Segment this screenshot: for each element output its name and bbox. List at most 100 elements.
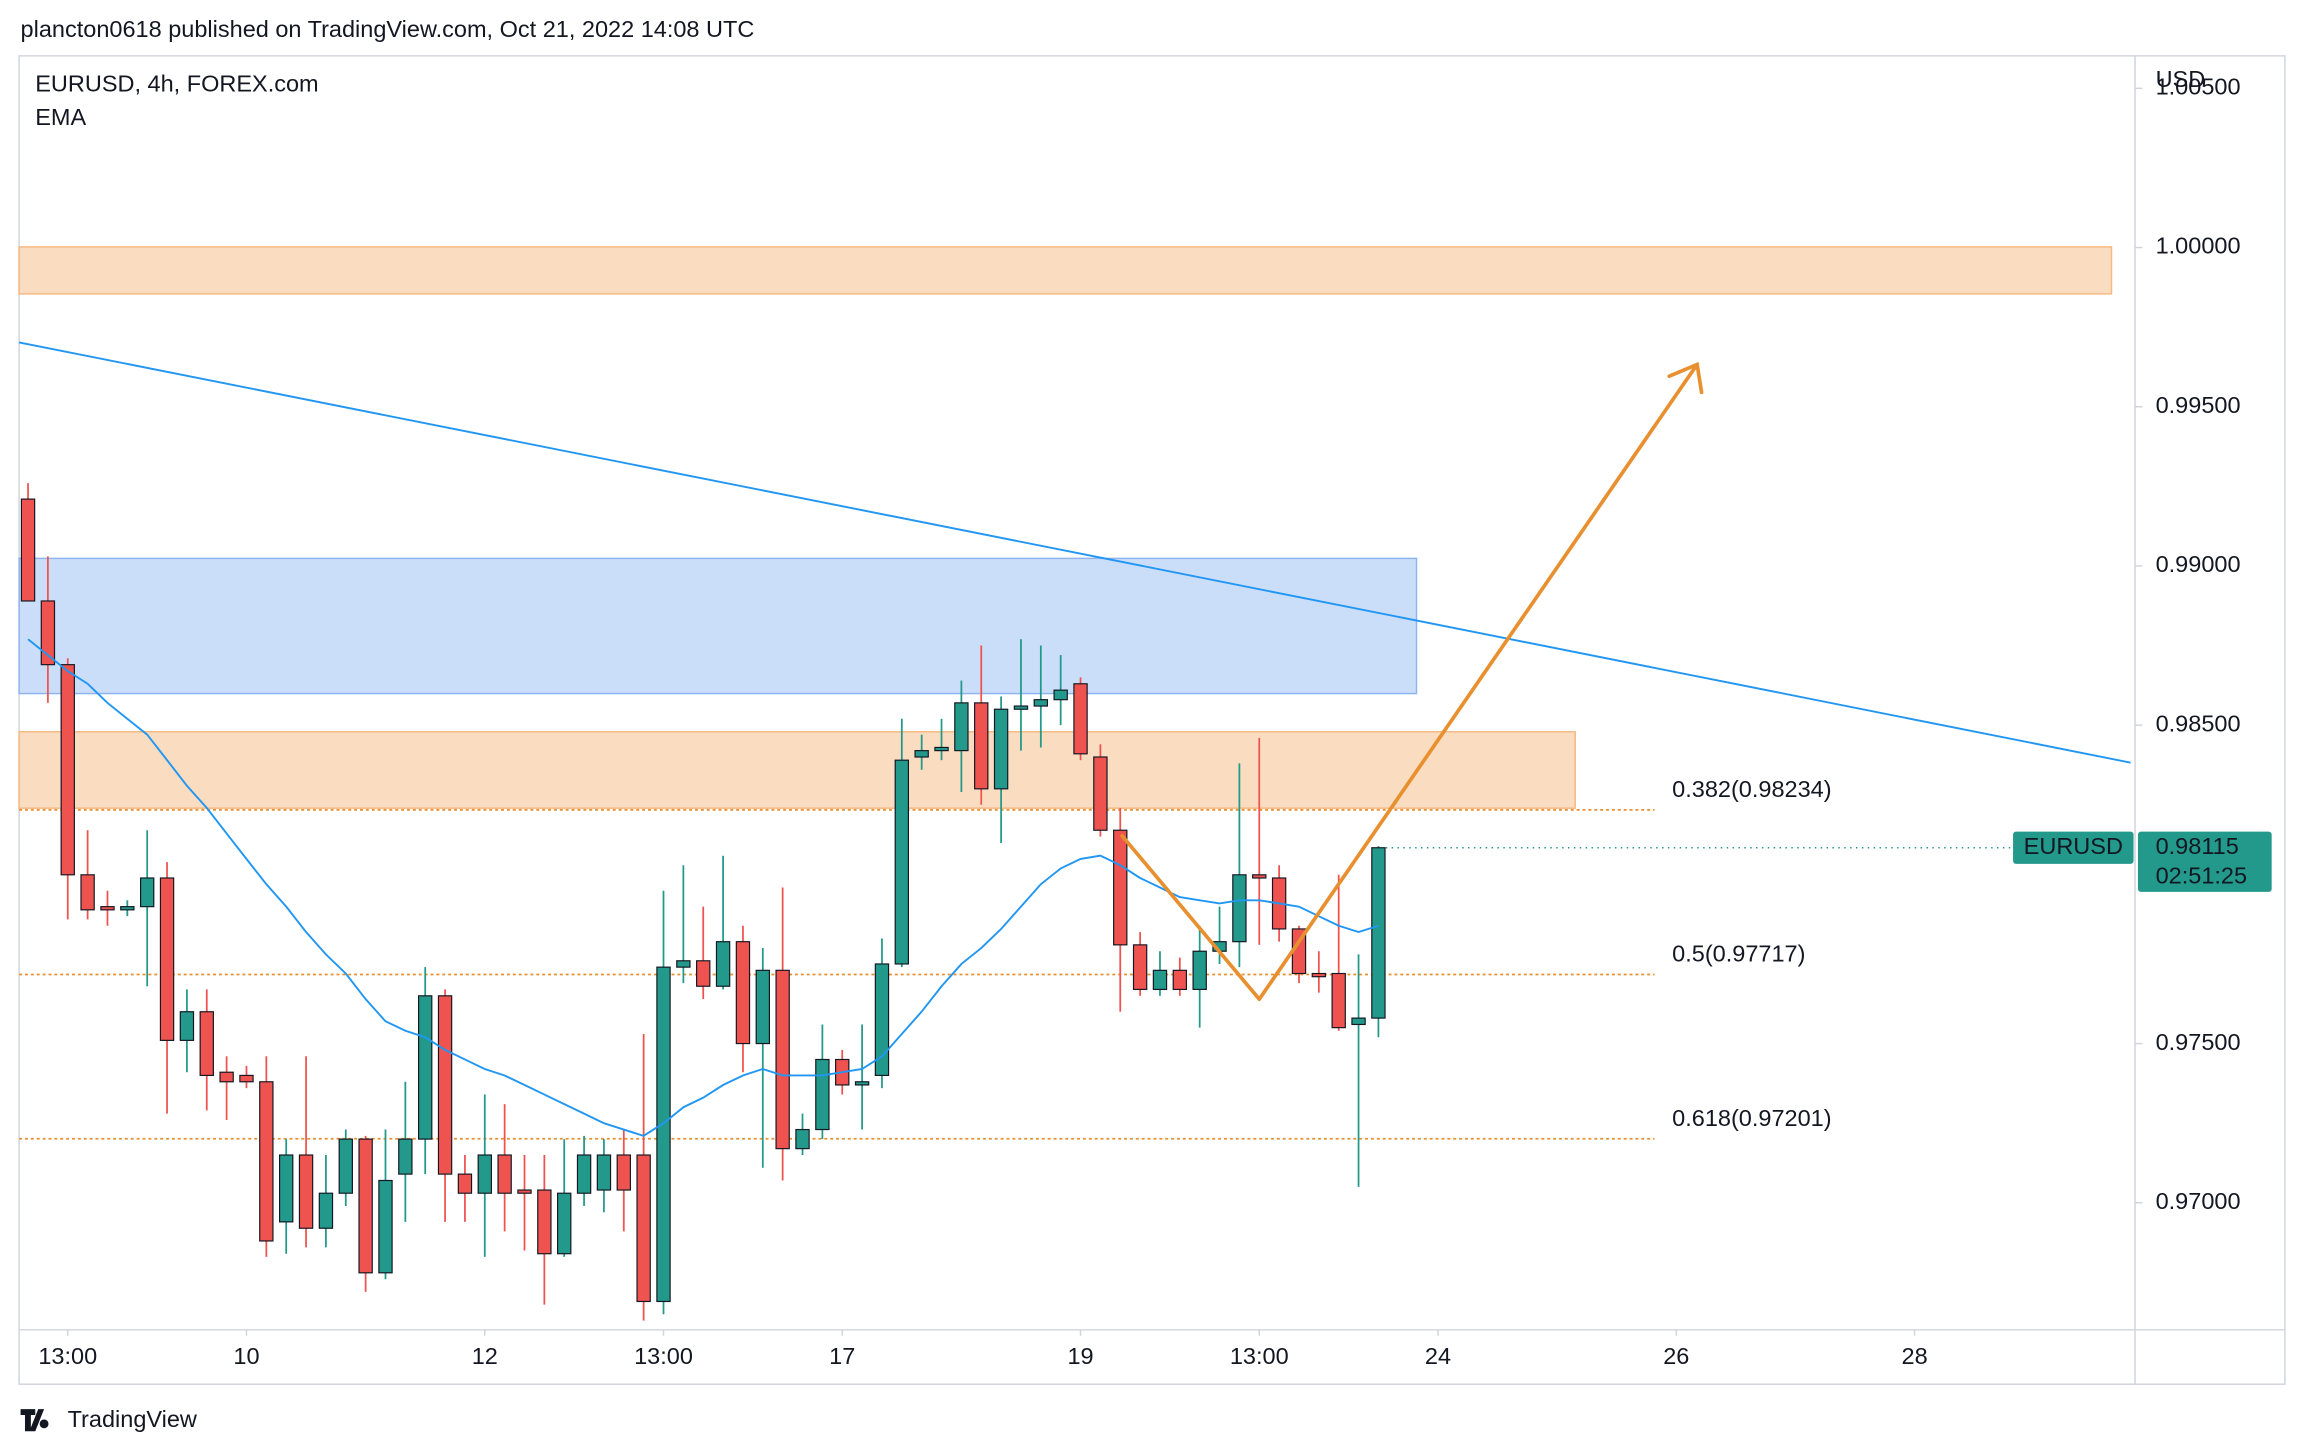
candle-body — [338, 1138, 353, 1194]
candle-body — [1331, 972, 1346, 1029]
logo-icon — [20, 1409, 49, 1432]
candle-body — [1232, 874, 1247, 943]
candle-body — [1252, 874, 1267, 879]
arrow-head — [1667, 361, 1704, 395]
candle-body — [278, 1154, 294, 1223]
countdown-label: 02:51:25 — [2156, 862, 2247, 888]
candle-body — [179, 1011, 195, 1041]
candle-body — [1033, 699, 1049, 707]
candle-body — [219, 1071, 234, 1083]
x-tick-label: 19 — [1067, 1343, 1093, 1369]
x-tick-label: 13:00 — [38, 1343, 97, 1369]
candle-body — [775, 969, 790, 1150]
candle-body — [298, 1154, 314, 1229]
footer-logo: TradingView — [20, 1406, 198, 1432]
candle-body — [477, 1154, 492, 1194]
x-tick-label: 17 — [829, 1343, 855, 1369]
candle-body — [557, 1192, 572, 1255]
candle-body — [378, 1179, 393, 1274]
candle-body — [1053, 689, 1068, 701]
candle-body — [636, 1154, 651, 1303]
candle-body — [20, 498, 36, 602]
symbol-tag-label: EURUSD — [2024, 833, 2123, 859]
projection-arrow — [1119, 363, 1699, 1002]
candle-body — [894, 759, 910, 965]
candle-body — [358, 1138, 373, 1274]
candle-body — [80, 874, 95, 911]
fib-label: 0.5(0.97717) — [1672, 941, 1805, 967]
candle-body — [159, 877, 175, 1041]
candle-body — [1311, 972, 1327, 978]
price-tag-label: 0.98115 — [2156, 833, 2239, 859]
legend-title: EURUSD, 4h, FOREX.com — [35, 70, 318, 96]
candle-body — [1013, 705, 1029, 710]
blue-zone — [18, 557, 1418, 695]
y-tick-label: 0.99500 — [2156, 392, 2241, 418]
candle-body — [696, 960, 711, 987]
x-tick-label: 10 — [233, 1343, 259, 1369]
candle-body — [418, 995, 433, 1140]
legend-indicator: EMA — [35, 104, 86, 130]
y-axis-label: USD — [2156, 66, 2206, 92]
candle-body — [100, 906, 115, 911]
x-tick-label: 13:00 — [1230, 1343, 1289, 1369]
trend-line — [18, 341, 2131, 764]
candle-body — [1371, 847, 1386, 1019]
symbol-tag — [2013, 831, 2134, 864]
candle-body — [656, 966, 671, 1303]
candle-body — [1172, 969, 1188, 991]
candle-body — [934, 746, 949, 752]
y-tick-label: 0.97500 — [2156, 1029, 2241, 1055]
x-tick-label: 28 — [1902, 1343, 1928, 1369]
candle-body — [954, 702, 969, 752]
fib-label: 0.618(0.97201) — [1672, 1105, 1831, 1131]
candle-body — [795, 1128, 810, 1150]
y-tick-label: 0.98500 — [2156, 710, 2241, 736]
candle-body — [974, 702, 989, 790]
candle-body — [1093, 756, 1108, 831]
candle-body — [914, 750, 929, 758]
x-tick-label: 26 — [1663, 1343, 1689, 1369]
ema-line — [27, 638, 1379, 1137]
candle-body — [537, 1189, 552, 1255]
y-tick-label: 0.99000 — [2156, 551, 2241, 577]
candle-body — [139, 877, 155, 908]
candle-body — [318, 1192, 334, 1229]
x-tick-label: 24 — [1425, 1343, 1451, 1369]
candle-body — [40, 600, 56, 666]
candle-body — [755, 969, 771, 1045]
candle-body — [596, 1154, 612, 1191]
candle-body — [1132, 944, 1148, 991]
candle-body — [854, 1081, 870, 1086]
candle-body — [993, 708, 1009, 790]
frame — [18, 55, 2286, 1385]
candle-body — [259, 1081, 274, 1242]
candle-body — [715, 941, 731, 987]
candle-body — [457, 1173, 473, 1194]
resistance-zone — [18, 731, 1576, 809]
candle-body — [60, 664, 75, 876]
price-tag — [2137, 831, 2272, 892]
candle-body — [676, 960, 691, 968]
x-tick-label: 13:00 — [634, 1343, 693, 1369]
candle-body — [735, 941, 751, 1045]
y-tick-label: 1.00000 — [2156, 233, 2241, 259]
candle-body — [1152, 969, 1168, 991]
candle-body — [517, 1189, 532, 1194]
footer-text: TradingView — [68, 1406, 198, 1432]
y-tick-label: 0.97000 — [2156, 1188, 2241, 1214]
candle-body — [576, 1154, 592, 1194]
supply-zone — [18, 246, 2113, 295]
candle-body — [1113, 829, 1128, 946]
candle-body — [239, 1074, 254, 1083]
candle-body — [1351, 1017, 1366, 1026]
fib-label: 0.382(0.98234) — [1672, 776, 1831, 802]
candle-body — [874, 963, 890, 1076]
candle-body — [437, 995, 453, 1175]
candle-body — [497, 1154, 512, 1194]
candle-body — [120, 906, 135, 911]
candle-body — [815, 1058, 830, 1131]
candle-body — [1192, 950, 1207, 991]
